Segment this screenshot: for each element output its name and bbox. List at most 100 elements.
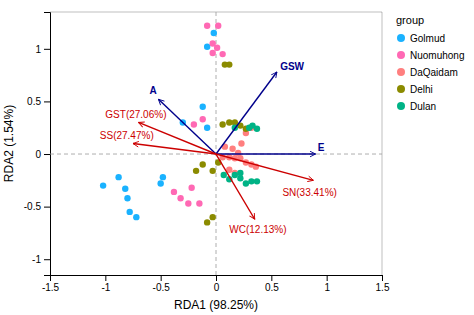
arrow-label: WC(12.13%): [229, 224, 286, 235]
marks: [50, 12, 382, 275]
legend-swatch: [397, 102, 405, 110]
legend-label: Dulan: [410, 101, 436, 112]
arrow-label: E: [318, 142, 325, 153]
point: [157, 180, 163, 186]
annotations: AGSWEGST(27.06%)SS(27.47%)SN(33.41%)WC(1…: [100, 61, 337, 235]
point: [191, 121, 197, 127]
arrow: [216, 154, 313, 180]
legend-swatch: [397, 34, 405, 42]
arrow: [216, 153, 316, 154]
point: [204, 44, 210, 50]
x-tick-mark: [161, 275, 162, 281]
arrow-label: GSW: [280, 61, 304, 72]
point: [200, 161, 206, 167]
point: [248, 178, 254, 184]
point: [115, 174, 121, 180]
chart: -1.5-1-0.500.511.5-1-0.500.51AGSWEGST(27…: [0, 0, 474, 315]
x-tick: -0.5: [153, 275, 171, 293]
x-tick: -1: [101, 275, 110, 293]
y-axis-title: RDA2 (1.54%): [2, 105, 16, 182]
legend-swatch: [397, 68, 405, 76]
x-axis: -1.5 -1 -0.5 0 0.5 1 1.5: [42, 275, 390, 293]
point: [235, 150, 241, 156]
point: [126, 209, 132, 215]
y-tick: 0: [35, 149, 50, 160]
legend-label: Nuomuhong: [410, 50, 464, 61]
y-tick-label: -1: [32, 254, 41, 265]
x-tick-label: 1: [324, 282, 330, 293]
point: [209, 168, 215, 174]
y-tick-mark: [44, 154, 50, 155]
point: [243, 180, 249, 186]
y-tick-mark: [44, 101, 50, 102]
frame-right: [382, 12, 383, 275]
x-tick-label: 0.5: [265, 282, 279, 293]
legend-item: Nuomuhong: [397, 50, 464, 61]
y-axis-line: [44, 13, 51, 276]
arrow: [133, 144, 216, 155]
y-tick-mark: [44, 259, 50, 260]
x-axis-title: RDA1 (98.25%): [174, 298, 258, 312]
point: [211, 30, 217, 36]
point: [209, 50, 215, 56]
point: [221, 172, 227, 178]
legend-item: Golmud: [397, 33, 445, 44]
y-tick: 0.5: [27, 96, 50, 107]
series: [193, 61, 249, 225]
y-tick: -1: [32, 254, 50, 265]
x-tick: 1.5: [376, 275, 390, 293]
legend-label: Delhi: [410, 84, 433, 95]
legend-swatch: [397, 85, 405, 93]
y-tick-label: 1: [35, 44, 41, 55]
point: [219, 121, 225, 127]
point: [222, 61, 228, 67]
point: [122, 186, 128, 192]
point: [204, 219, 210, 225]
series: [171, 22, 226, 206]
x-tick-mark: [271, 275, 272, 281]
point: [254, 178, 260, 184]
y-tick-label: 0.5: [27, 96, 41, 107]
x-tick: 1: [324, 275, 330, 293]
x-tick-mark: [327, 275, 328, 281]
point: [100, 182, 106, 188]
y-tick: -0.5: [24, 201, 50, 212]
reference-line: [216, 12, 217, 275]
x-tick-mark: [382, 275, 383, 281]
point: [193, 168, 199, 174]
point: [177, 195, 183, 201]
point: [226, 119, 232, 125]
point: [196, 200, 202, 206]
y-tick-mark: [44, 207, 50, 208]
point: [215, 22, 221, 28]
x-tick-label: -1.5: [42, 282, 60, 293]
point: [204, 22, 210, 28]
legend-label: DaQaidam: [410, 67, 458, 78]
arrow: [158, 99, 216, 154]
legend-item: Delhi: [397, 84, 433, 95]
x-axis-line: [51, 276, 383, 282]
point: [214, 45, 220, 51]
plot: -1.5-1-0.500.511.5-1-0.500.51AGSWEGST(27…: [24, 12, 390, 293]
arrow-label: SN(33.41%): [282, 187, 336, 198]
series: [100, 30, 217, 221]
x-tick: 0: [214, 275, 220, 293]
x-tick-mark: [105, 275, 106, 281]
x-tick: 0.5: [265, 275, 279, 293]
y-tick-label: -0.5: [24, 201, 42, 212]
y-axis: -1 -0.5 0 0.5 1: [24, 13, 51, 276]
y-tick: 1: [35, 44, 50, 55]
x-tick-label: 1.5: [376, 282, 390, 293]
x-tick: -1.5: [42, 275, 60, 293]
arrow-label: A: [150, 85, 157, 96]
point: [238, 140, 244, 146]
point: [160, 174, 166, 180]
x-tick-label: -1: [101, 282, 110, 293]
x-tick-label: 0: [214, 282, 220, 293]
point: [188, 184, 194, 190]
arrow: [216, 72, 277, 154]
legend-label: Golmud: [410, 33, 445, 44]
point: [237, 170, 243, 176]
point: [229, 146, 235, 152]
point: [171, 189, 177, 195]
